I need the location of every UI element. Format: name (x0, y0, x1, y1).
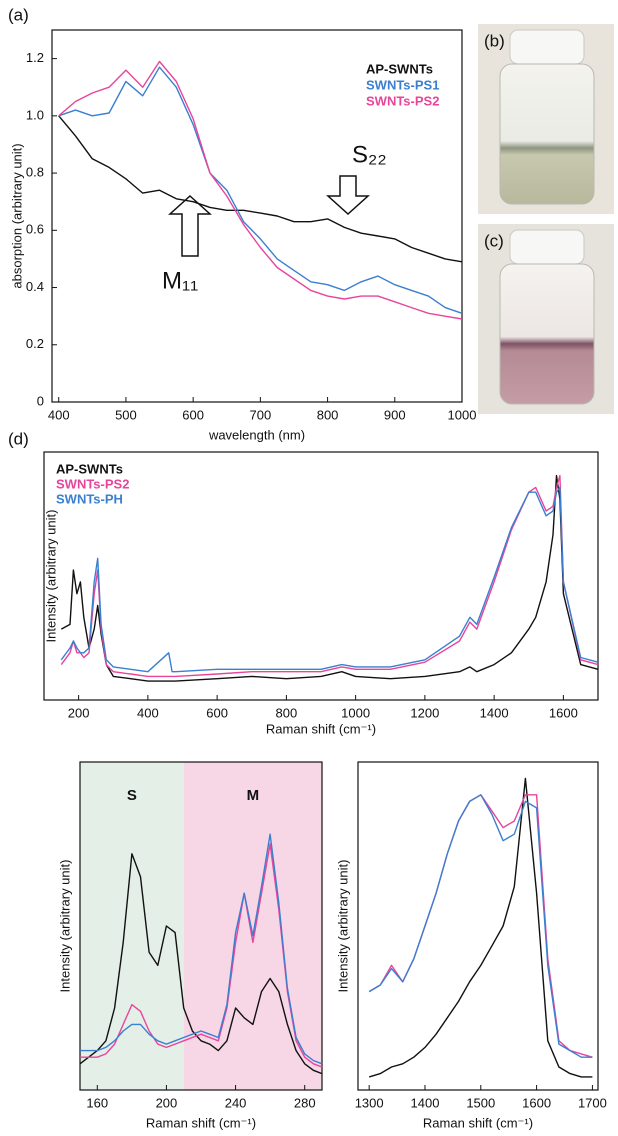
x-axis-label: Raman shift (cm⁻¹) (423, 1115, 533, 1130)
x-tick-label: 1500 (466, 1095, 495, 1110)
x-tick-label: 1000 (341, 705, 370, 720)
y-tick-label: 0.6 (26, 222, 44, 237)
x-tick-label: 400 (48, 407, 70, 422)
x-tick-label: 500 (115, 407, 137, 422)
x-tick-label: 1600 (522, 1095, 551, 1110)
y-axis-label: Intensity (arbitrary unit) (43, 510, 58, 643)
arrow (326, 175, 370, 216)
legend-entry: SWNTs-PH (56, 491, 123, 506)
x-tick-label: 1200 (410, 705, 439, 720)
region (183, 762, 322, 1090)
y-axis-label: Intensity (arbitrary unit) (335, 860, 350, 993)
y-tick-label: 1.2 (26, 50, 44, 65)
x-tick-label: 200 (156, 1095, 178, 1110)
y-tick-label: 0.8 (26, 165, 44, 180)
region-label: M (247, 787, 260, 804)
x-tick-label: 1600 (549, 705, 578, 720)
photo-b: (b) (478, 24, 614, 214)
y-tick-label: 0.2 (26, 336, 44, 351)
x-tick-label: 160 (86, 1095, 108, 1110)
x-tick-label: 600 (206, 705, 228, 720)
plot-frame (51, 29, 463, 403)
legend-entry: SWNTs-PS2 (366, 93, 439, 108)
x-axis-label: Raman shift (cm⁻¹) (146, 1115, 256, 1130)
x-tick-label: 600 (182, 407, 204, 422)
series-line (80, 833, 323, 1065)
annotation: S₂₂ (352, 141, 387, 168)
plot-frame (43, 451, 599, 701)
x-tick-label: 1300 (355, 1095, 384, 1110)
x-axis-label: Raman shift (cm⁻¹) (266, 721, 376, 736)
x-tick-label: 800 (276, 705, 298, 720)
y-tick-label: 0 (37, 393, 44, 408)
y-tick-label: 1.0 (26, 107, 44, 122)
region-label: S (127, 787, 137, 804)
series-line (60, 474, 599, 682)
legend-entry: AP-SWNTs (56, 461, 123, 476)
panel-label: (d) (8, 429, 29, 448)
y-tick-label: 0.4 (26, 279, 44, 294)
region (80, 762, 184, 1090)
series-line (58, 60, 463, 320)
series-line (58, 66, 463, 314)
series-line (58, 115, 463, 263)
x-tick-label: 800 (317, 407, 339, 422)
series-line (368, 794, 593, 1058)
series-line (369, 777, 593, 1078)
y-axis-label: absorption (arbitrary unit) (9, 143, 24, 288)
legend-entry: SWNTs-PS1 (366, 77, 439, 92)
y-axis-label: Intensity (arbitrary unit) (57, 860, 72, 993)
series-line (79, 853, 323, 1075)
x-tick-label: 900 (384, 407, 406, 422)
x-tick-label: 240 (225, 1095, 247, 1110)
panel-label: (a) (8, 5, 29, 24)
x-tick-label: 1000 (448, 407, 477, 422)
plot-frame (79, 761, 323, 1091)
x-axis-label: wavelength (nm) (208, 427, 305, 442)
x-tick-label: 280 (294, 1095, 316, 1110)
x-tick-label: 400 (137, 705, 159, 720)
plot-frame (357, 761, 599, 1091)
legend-entry: AP-SWNTs (366, 61, 433, 76)
annotation: M₁₁ (162, 267, 198, 294)
photo-label: (b) (484, 31, 505, 50)
x-tick-label: 1400 (411, 1095, 440, 1110)
legend-entry: SWNTs-PS2 (56, 476, 129, 491)
photo-c: (c) (478, 224, 614, 414)
x-tick-label: 1400 (480, 705, 509, 720)
photo-label: (c) (484, 231, 504, 250)
series-line (60, 474, 599, 678)
x-tick-label: 700 (250, 407, 272, 422)
series-line (60, 486, 599, 673)
series-line (368, 794, 593, 1058)
arrow (168, 194, 212, 257)
x-tick-label: 200 (68, 705, 90, 720)
x-tick-label: 1700 (578, 1095, 607, 1110)
